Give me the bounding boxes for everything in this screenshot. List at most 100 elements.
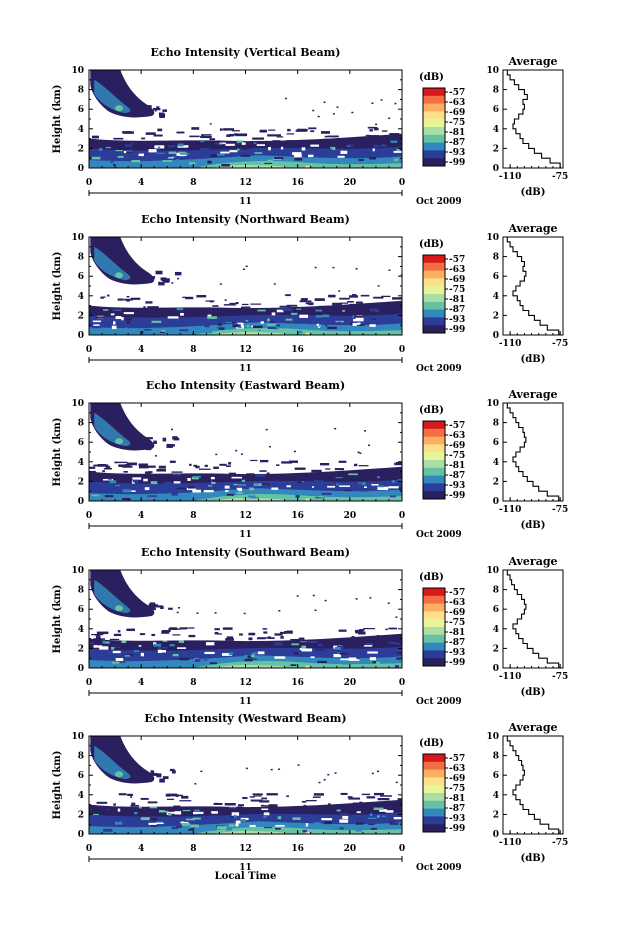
echo-texture xyxy=(244,658,253,662)
upper-layer-echo xyxy=(226,636,234,639)
echo-gap xyxy=(348,657,360,661)
echo-gap xyxy=(93,324,100,327)
upper-layer-echo xyxy=(338,460,347,463)
cirrus-echo-peak xyxy=(114,438,123,445)
echo-texture xyxy=(131,142,134,145)
echo-gap xyxy=(333,653,342,658)
echo-gap xyxy=(340,150,348,154)
upper-layer-echo xyxy=(126,628,135,632)
echo-gap xyxy=(292,152,302,156)
echo-texture xyxy=(170,163,180,166)
cirrus-fragment xyxy=(174,271,182,276)
echo-gap xyxy=(236,487,243,492)
upper-layer-echo xyxy=(148,465,156,468)
panel-title: Echo Intensity (Southward Beam) xyxy=(141,546,350,559)
y-axis-label: Height (km) xyxy=(52,252,63,321)
isolated-echo xyxy=(355,598,358,600)
echo-texture xyxy=(355,822,364,825)
upper-layer-echo xyxy=(130,804,140,807)
upper-layer-echo xyxy=(327,135,337,137)
panel-title: Echo Intensity (Westward Beam) xyxy=(144,712,346,725)
echo-texture xyxy=(177,143,184,147)
upper-layer-echo xyxy=(274,633,283,636)
upper-layer-echo xyxy=(365,134,371,137)
echo-gap xyxy=(117,808,121,812)
upper-layer-echo xyxy=(276,464,280,466)
echo-texture xyxy=(125,144,133,147)
echo-texture xyxy=(302,829,307,833)
echo-field xyxy=(89,736,402,834)
echo-gap xyxy=(385,810,394,813)
upper-layer-echo xyxy=(334,468,345,471)
upper-layer-echo xyxy=(189,135,200,138)
echo-gap xyxy=(261,808,269,811)
echo-texture xyxy=(162,160,172,162)
echo-gap xyxy=(369,324,376,327)
colorbar-swatch xyxy=(423,808,445,817)
upper-layer-echo xyxy=(241,306,251,309)
upper-layer-echo xyxy=(239,633,243,636)
colorbar-swatch xyxy=(423,286,445,295)
echo-texture xyxy=(236,661,245,665)
echo-texture xyxy=(171,492,178,496)
upper-layer-echo xyxy=(145,301,153,304)
upper-layer-echo xyxy=(301,800,307,803)
echo-texture xyxy=(163,481,172,485)
y-tick-label: 0 xyxy=(78,830,84,840)
echo-texture xyxy=(215,153,225,156)
echo-texture xyxy=(293,651,299,655)
echo-texture xyxy=(108,478,112,481)
upper-layer-echo xyxy=(267,636,271,639)
upper-layer-echo xyxy=(167,793,178,795)
colorbar-frame xyxy=(422,87,446,167)
echo-gap xyxy=(256,144,266,146)
cirrus-fragment xyxy=(147,105,152,109)
upper-layer-echo xyxy=(264,805,270,807)
upper-layer-echo xyxy=(250,459,258,462)
echo-gap xyxy=(167,156,176,159)
colorbar-unit: (dB) xyxy=(419,738,444,749)
upper-layer-echo xyxy=(389,803,401,805)
profile-x-label: (dB) xyxy=(521,354,546,365)
cirrus-fragment xyxy=(150,770,155,775)
upper-layer-echo xyxy=(223,304,236,306)
echo-texture xyxy=(265,480,268,484)
y-tick-label: 8 xyxy=(78,752,84,762)
isolated-echo xyxy=(296,595,299,597)
echo-texture xyxy=(211,479,219,483)
colorbar-frame xyxy=(422,420,446,500)
echo-texture xyxy=(290,312,298,315)
upper-layer-echo xyxy=(89,466,96,469)
echo-texture xyxy=(164,808,174,811)
echo-gap xyxy=(241,142,246,145)
upper-layer-echo xyxy=(105,466,111,468)
echo-texture xyxy=(147,495,157,497)
x-tick-label: 0 xyxy=(399,844,405,854)
isolated-echo xyxy=(240,453,243,455)
echo-texture xyxy=(187,486,196,489)
echo-texture xyxy=(366,643,373,646)
upper-layer-echo xyxy=(321,472,326,475)
echo-texture xyxy=(122,489,132,493)
cirrus-fragment xyxy=(169,768,175,772)
x-tick-label: 16 xyxy=(291,844,304,854)
echo-gap xyxy=(357,322,361,325)
colorbar-swatch xyxy=(423,119,445,128)
echo-texture xyxy=(388,641,396,644)
echo-texture xyxy=(91,494,100,497)
profile-y-tick-label: 2 xyxy=(493,810,499,820)
upper-layer-echo xyxy=(96,631,109,635)
colorbar-swatch xyxy=(423,769,445,778)
profile-y-tick-label: 4 xyxy=(493,625,499,635)
cirrus-echo-core xyxy=(94,246,131,281)
upper-layer-echo xyxy=(397,301,402,305)
upper-layer-echo xyxy=(107,294,110,297)
upper-layer-echo xyxy=(147,801,158,804)
colorbar-swatch xyxy=(423,270,445,279)
echo-texture xyxy=(377,476,380,479)
upper-layer-echo xyxy=(328,294,336,298)
echo-texture xyxy=(178,826,183,828)
y-tick-label: 2 xyxy=(78,644,84,654)
echo-gap xyxy=(271,312,276,316)
colorbar-tick-label: -87 xyxy=(449,305,465,315)
